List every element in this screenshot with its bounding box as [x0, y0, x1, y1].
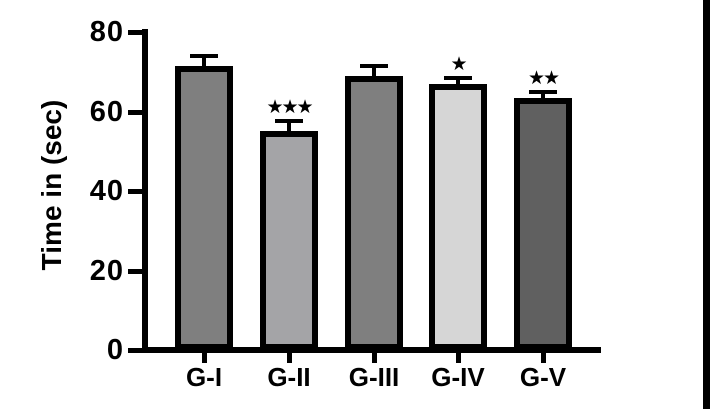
error-bar-cap-g-iv	[444, 76, 472, 80]
bar-g-iv	[429, 84, 487, 350]
y-axis-tick-20	[128, 269, 142, 274]
x-axis-tick-g-ii	[287, 350, 292, 363]
x-axis-tick-g-iv	[456, 350, 461, 363]
y-axis-tick-80	[128, 30, 142, 35]
x-axis-tick-g-i	[202, 350, 207, 363]
x-axis-label-g-i: G-I	[185, 362, 223, 392]
significance-stars-g-ii: ★★★	[266, 96, 313, 118]
error-bar-cap-g-i	[190, 54, 218, 58]
error-bar-cap-g-ii	[275, 119, 303, 123]
error-bar-cap-g-iii	[360, 64, 388, 68]
significance-stars-g-iv: ★	[450, 53, 467, 75]
y-axis-tick-0	[128, 348, 142, 353]
error-bar-stem-g-i	[202, 56, 206, 71]
y-axis-line	[142, 29, 148, 353]
x-axis-tick-g-iii	[372, 350, 377, 363]
x-axis-tick-g-v	[541, 350, 546, 363]
error-bar-stem-g-v	[541, 92, 545, 103]
bar-g-i	[175, 66, 233, 350]
error-bar-stem-g-iii	[372, 66, 376, 81]
significance-stars-g-v: ★★	[527, 67, 560, 89]
error-bar-cap-g-v	[529, 90, 557, 94]
y-axis-tick-label-20: 20	[89, 255, 124, 287]
error-bar-stem-g-ii	[287, 121, 291, 136]
bar-g-v	[514, 98, 572, 350]
x-axis-label-g-ii: G-II	[267, 362, 311, 392]
x-axis-line	[142, 347, 601, 353]
x-axis-label-g-iii: G-III	[348, 362, 400, 392]
x-axis-label-g-iv: G-IV	[431, 362, 485, 392]
bar-g-ii	[260, 131, 318, 350]
bar-g-iii	[345, 76, 403, 350]
y-axis-tick-40	[128, 189, 142, 194]
y-axis-tick-label-80: 80	[89, 16, 124, 48]
y-axis-tick-label-40: 40	[89, 175, 124, 207]
y-axis-tick-label-0: 0	[106, 334, 124, 366]
window-right-edge-strip	[703, 0, 710, 409]
y-axis-tick-60	[128, 110, 142, 115]
x-axis-label-g-v: G-V	[519, 362, 567, 392]
y-axis-tick-label-60: 60	[89, 96, 124, 128]
error-bar-stem-g-iv	[456, 78, 460, 89]
